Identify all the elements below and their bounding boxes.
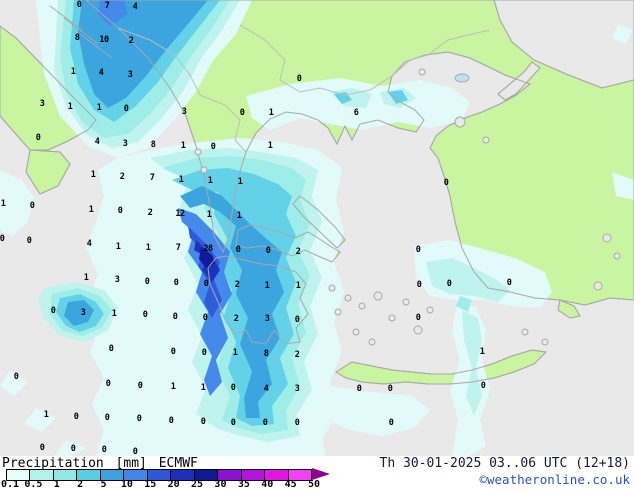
legend-color-segment (7, 470, 31, 480)
island (373, 291, 383, 301)
island (388, 314, 396, 322)
island (593, 281, 603, 291)
island (194, 148, 202, 156)
legend-tick-label: 1 (53, 479, 60, 490)
legend-color-segment (100, 470, 125, 480)
precipitation-layer (0, 0, 634, 456)
island (454, 116, 466, 128)
island (482, 136, 490, 144)
legend-tick-label: 5 (100, 479, 107, 490)
island (368, 338, 376, 346)
island (613, 252, 621, 260)
island (334, 308, 342, 316)
color-scale-ticks: 0.1 0.5 1 2 5 10 15 20 25 30 35 40 45 50 (0, 479, 360, 490)
island (344, 294, 352, 302)
valid-time-label: Th 30-01-2025 03..06 UTC (12+18) (379, 456, 630, 471)
legend-tick-label: 0.5 (24, 479, 43, 490)
island (200, 166, 208, 174)
legend-color-segment (147, 470, 172, 480)
legend-bar: Precipitation [mm] ECMWF 0.1 0.5 1 2 5 10 15 20… (0, 456, 634, 490)
map-canvas: 0 7 4 8 10 2 1 4 3 0 3 1 1 0 3 0 1 6 0 4 3 8 1 0 1 1 2 7 1 1 1 0 1 0 1 0 2 12… (0, 0, 634, 456)
legend-color-segment (194, 470, 219, 480)
legend-tick-label: 50 (307, 479, 321, 490)
legend-color-segment (124, 470, 148, 480)
island (328, 284, 336, 292)
legend-color-segment (218, 470, 242, 480)
border-layer (49, 5, 491, 153)
legend-color-segment (241, 470, 266, 480)
island-layer (194, 68, 621, 346)
island (418, 68, 426, 76)
model-label: ECMWF (158, 456, 198, 471)
legend-color-segment (171, 470, 195, 480)
legend-color-segment (53, 470, 78, 480)
color-scale (6, 469, 312, 481)
island (413, 325, 423, 335)
legend-tick-label: 35 (237, 479, 250, 490)
legend-tick-label: 0.1 (0, 479, 20, 490)
land-layer (0, 0, 634, 385)
island (426, 306, 434, 314)
product-label: Precipitation (2, 456, 104, 471)
island (521, 328, 529, 336)
legend-color-segment (77, 470, 101, 480)
legend-tick-label: 30 (214, 479, 227, 490)
island (358, 302, 366, 310)
copyright-link[interactable]: ©weatheronline.co.uk (479, 472, 630, 487)
color-scale-arrow (312, 468, 330, 480)
legend-tick-label: 2 (77, 479, 84, 490)
legend-tick-label: 10 (120, 479, 133, 490)
island (402, 298, 410, 306)
weather-map (0, 0, 634, 456)
legend-tick-label: 45 (284, 479, 297, 490)
island (352, 328, 360, 336)
legend-color-segment (30, 470, 54, 480)
legend-tick-label: 40 (261, 479, 274, 490)
legend-title: Precipitation [mm] ECMWF (2, 456, 198, 471)
legend-tick-label: 25 (191, 479, 204, 490)
legend-color-segment (265, 470, 289, 480)
legend-tick-label: 20 (167, 479, 180, 490)
unit-label: [mm] (115, 456, 147, 471)
lake (454, 73, 470, 83)
island (541, 338, 549, 346)
legend-color-segment (288, 470, 312, 480)
legend-tick-label: 15 (144, 479, 157, 490)
island (602, 233, 612, 243)
